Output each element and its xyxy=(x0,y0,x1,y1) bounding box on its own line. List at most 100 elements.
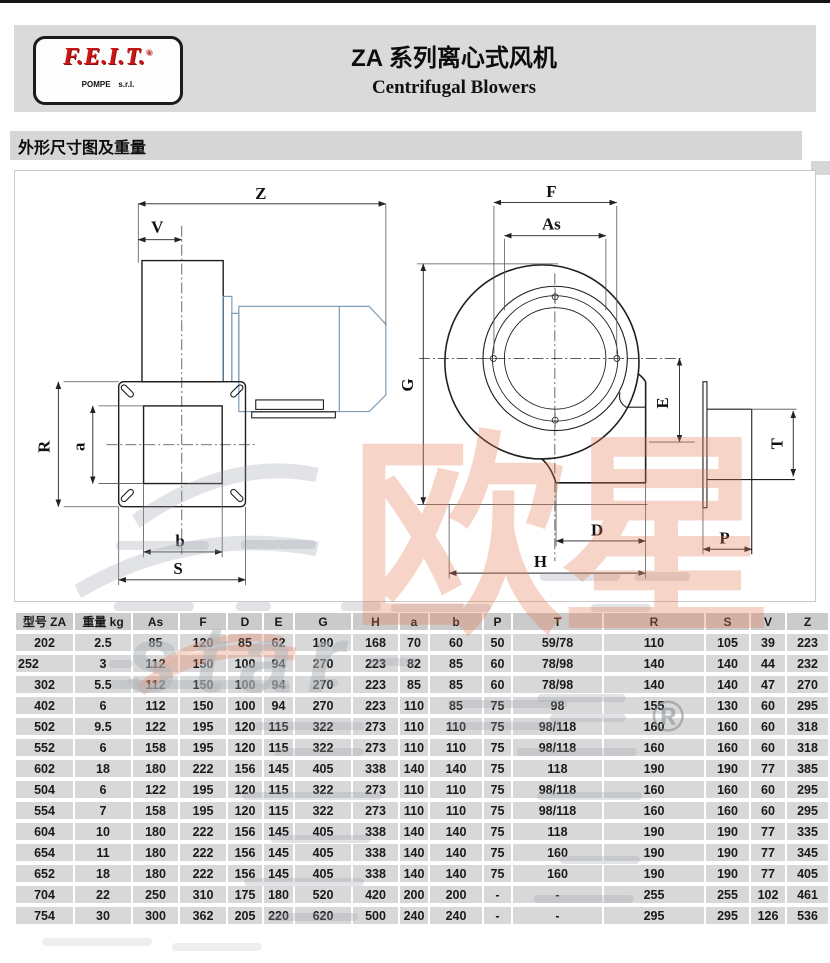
table-cell: - xyxy=(513,907,602,924)
table-cell: 250 xyxy=(133,886,178,903)
table-cell: 77 xyxy=(751,865,785,882)
table-row: 554 7 158 195 120 115 322 273 110 110 75 98/118 160 1… xyxy=(16,802,828,819)
table-cell: 240 xyxy=(430,907,482,924)
table-cell: 85 xyxy=(430,697,482,714)
table-cell: 160 xyxy=(706,739,749,756)
table-cell: 158 xyxy=(133,739,178,756)
table-cell: 75 xyxy=(484,844,511,861)
table-row: 704 22 250 310 175 180 520 420 200 200- -255 255 102… xyxy=(16,886,828,903)
table-cell: 158 xyxy=(133,802,178,819)
table-cell: 190 xyxy=(604,865,704,882)
table-cell: 223 xyxy=(787,634,828,651)
table-cell: 654 xyxy=(16,844,73,861)
table-cell: 50 xyxy=(484,634,511,651)
dim-label-as: As xyxy=(542,215,561,234)
table-cell: 60 xyxy=(751,739,785,756)
table-cell: 60 xyxy=(484,676,511,693)
table-row: 302 5.5 112 150 100 94 270 223 85 85 60 78/98 140 140… xyxy=(16,676,828,693)
table-cell: 110 xyxy=(400,802,428,819)
table-cell: 98 xyxy=(513,697,602,714)
table-cell: 120 xyxy=(228,718,262,735)
table-cell: 140 xyxy=(400,823,428,840)
table-cell: 75 xyxy=(484,697,511,714)
table-cell: 78/98 xyxy=(513,676,602,693)
table-cell: 223 xyxy=(353,655,398,672)
table-cell: 273 xyxy=(353,739,398,756)
table-cell: 405 xyxy=(295,760,351,777)
table-cell: 200 xyxy=(430,886,482,903)
table-cell: 82 xyxy=(400,655,428,672)
table-cell: 190 xyxy=(706,865,749,882)
dimension-drawing: Z V R a b S xyxy=(14,170,816,602)
table-cell: 60 xyxy=(484,655,511,672)
column-header: a xyxy=(400,613,428,630)
table-cell: 120 xyxy=(228,802,262,819)
table-cell: 110 xyxy=(430,781,482,798)
table-cell: 552 xyxy=(16,739,73,756)
table-cell: 85 xyxy=(133,634,178,651)
table-row: 252 3 112 150 100 94 270 223 82 85 60 78/98 140 140 44… xyxy=(16,655,828,672)
table-cell: 75 xyxy=(484,781,511,798)
table-cell: 160 xyxy=(513,844,602,861)
table-cell: 160 xyxy=(513,865,602,882)
table-row: 652 18 180 222 156 145 405 338 140 140 75 160 190 190… xyxy=(16,865,828,882)
column-header: As xyxy=(133,613,178,630)
table-cell: 126 xyxy=(751,907,785,924)
outlet-profile-view: T P xyxy=(702,381,797,555)
table-cell: 60 xyxy=(751,697,785,714)
table-cell: 2.5 xyxy=(75,634,131,651)
table-cell: 156 xyxy=(228,865,262,882)
table-cell: 60 xyxy=(751,781,785,798)
table-cell: 120 xyxy=(228,781,262,798)
table-cell: 110 xyxy=(430,739,482,756)
table-cell: 195 xyxy=(180,781,226,798)
table-cell: 156 xyxy=(228,760,262,777)
table-cell: 140 xyxy=(400,865,428,882)
table-cell: 22 xyxy=(75,886,131,903)
dim-label-z: Z xyxy=(255,184,266,203)
table-cell: 140 xyxy=(430,760,482,777)
table-cell: 202 xyxy=(16,634,73,651)
table-cell: 620 xyxy=(295,907,351,924)
column-header: E xyxy=(264,613,293,630)
table-cell: 5.5 xyxy=(75,676,131,693)
table-cell: 180 xyxy=(133,823,178,840)
table-cell: 338 xyxy=(353,844,398,861)
table-cell: 318 xyxy=(787,718,828,735)
table-cell: - xyxy=(484,907,511,924)
front-view: F As G E D H xyxy=(398,182,695,579)
table-cell: 115 xyxy=(264,781,293,798)
column-header: P xyxy=(484,613,511,630)
column-header: R xyxy=(604,613,704,630)
table-cell: 85 xyxy=(228,634,262,651)
table-cell: 190 xyxy=(604,760,704,777)
dim-label-h: H xyxy=(534,552,547,571)
table-cell: 195 xyxy=(180,739,226,756)
table-cell: 85 xyxy=(430,676,482,693)
table-cell: - xyxy=(484,886,511,903)
table-cell: 405 xyxy=(295,865,351,882)
table-cell: 112 xyxy=(133,655,178,672)
table-cell: 502 xyxy=(16,718,73,735)
table-cell: 140 xyxy=(430,865,482,882)
table-cell: 59/78 xyxy=(513,634,602,651)
dim-label-p: P xyxy=(719,528,729,547)
table-cell: 122 xyxy=(133,781,178,798)
table-cell: 270 xyxy=(787,676,828,693)
table-cell: 338 xyxy=(353,865,398,882)
table-cell: 60 xyxy=(430,634,482,651)
table-cell: 240 xyxy=(400,907,428,924)
table-cell: 504 xyxy=(16,781,73,798)
table-cell: 180 xyxy=(133,865,178,882)
table-cell: 322 xyxy=(295,781,351,798)
dim-label-a: a xyxy=(70,442,89,451)
blower-drawing-svg: Z V R a b S xyxy=(35,182,797,586)
table-cell: 75 xyxy=(484,865,511,882)
table-cell: 112 xyxy=(133,697,178,714)
table-cell: 140 xyxy=(604,655,704,672)
table-cell: 190 xyxy=(706,760,749,777)
table-cell: 150 xyxy=(180,676,226,693)
table-cell: 115 xyxy=(264,718,293,735)
table-cell: 110 xyxy=(430,802,482,819)
table-cell: 232 xyxy=(787,655,828,672)
